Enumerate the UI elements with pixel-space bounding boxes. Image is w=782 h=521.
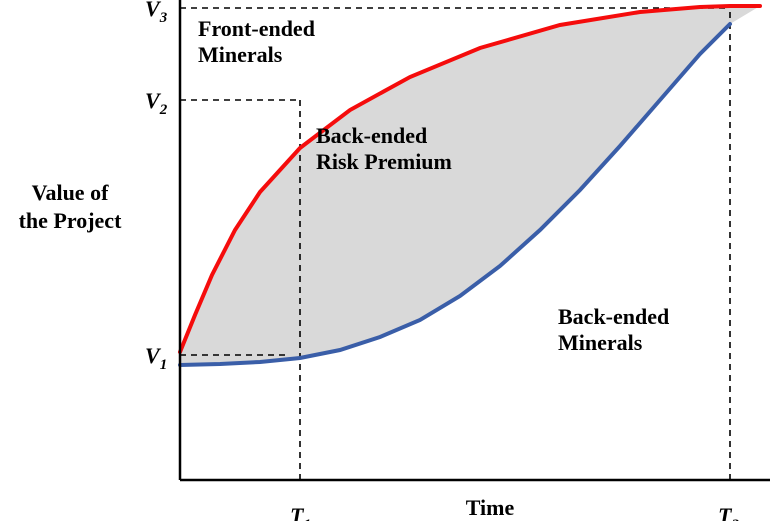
front-ended-label-1: Front-ended bbox=[198, 16, 315, 41]
back-ended-label-2: Minerals bbox=[558, 330, 643, 355]
y-axis-label-1: Value of bbox=[32, 180, 109, 205]
risk-premium-label-1: Back-ended bbox=[316, 123, 427, 148]
y-axis-label-2: the Project bbox=[19, 208, 122, 233]
value-time-chart: Value ofthe ProjectTimeV1V2V3T1T2Front-e… bbox=[0, 0, 782, 521]
risk-premium-label-2: Risk Premium bbox=[316, 149, 452, 174]
x-axis-label: Time bbox=[466, 495, 515, 520]
front-ended-label-2: Minerals bbox=[198, 42, 283, 67]
back-ended-label-1: Back-ended bbox=[558, 304, 669, 329]
